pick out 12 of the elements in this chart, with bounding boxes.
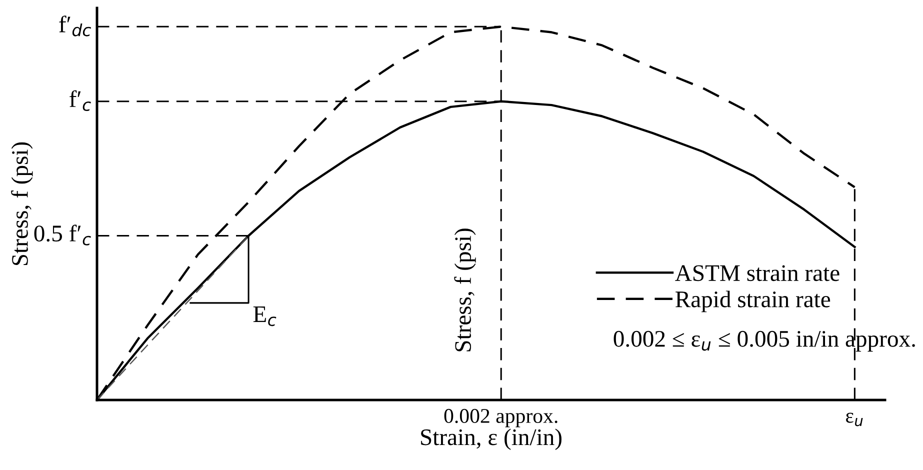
y-axis-title: Stress, f (psi) xyxy=(454,228,476,352)
text: Stress, f (psi) xyxy=(11,142,33,266)
annotation: E$_{c}$ xyxy=(253,306,276,326)
x-tick-label: ε$_{u}$ xyxy=(846,412,863,426)
ref-line-label: f′$_{dc}$ xyxy=(59,16,92,36)
legend-label: Rapid strain rate xyxy=(676,290,830,312)
x-tick-label: 0.002 approx. xyxy=(444,408,558,428)
ref-line-label: f′$_{c}$ xyxy=(70,90,91,111)
ref-line-label: 0.5 f′$_{c}$ xyxy=(34,224,91,246)
x-axis-title: Strain, ε (in/in) xyxy=(421,428,562,450)
annotation: 0.002 ≤ ε$_{u}$ ≤ 0.005 in/in approx. xyxy=(614,330,915,352)
legend-label: ASTM strain rate xyxy=(675,265,840,282)
